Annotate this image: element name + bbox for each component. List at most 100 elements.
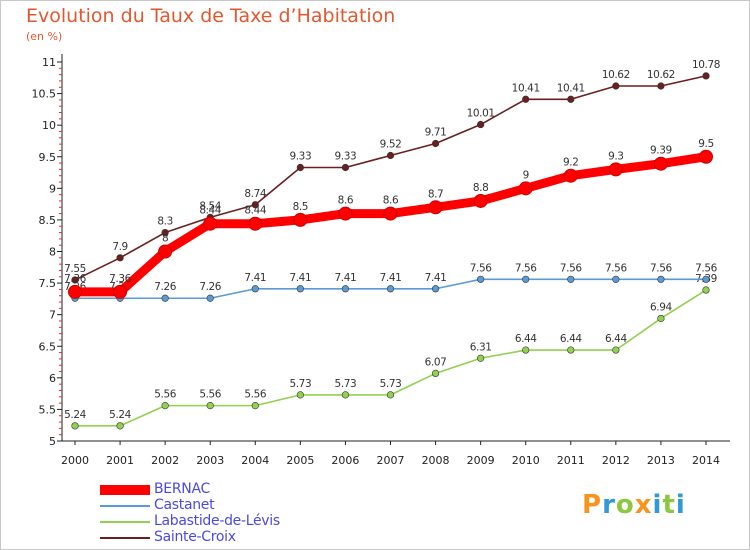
x-tick-label: 2007 xyxy=(377,454,405,467)
y-tick-label: 6.5 xyxy=(39,340,57,353)
data-point xyxy=(567,275,575,283)
y-tick-label: 8 xyxy=(49,246,56,259)
logo-letter: x xyxy=(634,490,653,520)
data-label: 5.73 xyxy=(335,378,357,390)
legend-swatch xyxy=(100,485,150,495)
logo-letter: t xyxy=(662,490,676,520)
data-point xyxy=(296,285,304,293)
x-tick-label: 2006 xyxy=(331,454,359,467)
data-label: 10.01 xyxy=(467,108,495,120)
data-point xyxy=(296,163,304,172)
data-point xyxy=(341,391,350,399)
legend-swatch xyxy=(100,521,150,523)
data-label: 9.52 xyxy=(380,138,402,150)
data-point xyxy=(657,314,665,323)
data-label: 10.41 xyxy=(557,82,585,94)
data-label: 7.41 xyxy=(380,272,402,284)
data-label: 5.73 xyxy=(380,378,402,390)
data-point xyxy=(203,216,218,231)
y-tick-label: 7 xyxy=(49,309,56,322)
data-label: 6.44 xyxy=(515,333,537,345)
legend: BERNAC Castanet Labastide-de-Lévis Sainte-C… xyxy=(100,481,360,546)
data-label: 7.41 xyxy=(244,272,266,284)
legend-label: Castanet xyxy=(154,497,215,513)
data-point xyxy=(431,369,440,378)
legend-label: Labastide-de-Lévis xyxy=(154,513,280,529)
x-tick-label: 2013 xyxy=(647,454,675,467)
data-point xyxy=(386,391,395,399)
series-line-labastide-de-l-vis xyxy=(74,289,707,427)
x-tick-label: 2011 xyxy=(557,454,585,467)
y-tick-label: 6 xyxy=(49,372,56,385)
data-point xyxy=(248,216,263,231)
chart-title: Evolution du Taux de Taxe d’Habitation xyxy=(26,5,396,27)
data-label: 8 xyxy=(162,233,168,245)
data-point xyxy=(116,422,124,430)
data-label: 8.5 xyxy=(293,201,309,213)
x-tick-label: 2008 xyxy=(422,454,450,467)
logo-letter: i xyxy=(675,490,686,520)
y-tick-label: 5 xyxy=(49,435,56,448)
data-label: 7.56 xyxy=(470,262,492,274)
data-label: 8.54 xyxy=(199,200,221,212)
legend-swatch xyxy=(100,537,150,539)
data-label: 9.33 xyxy=(335,150,357,162)
data-point xyxy=(522,275,530,283)
data-point xyxy=(477,120,485,129)
x-tick-label: 2004 xyxy=(241,454,269,467)
x-tick-label: 2001 xyxy=(106,454,134,467)
data-label: 10.41 xyxy=(512,82,540,94)
data-label: 7.56 xyxy=(650,262,672,274)
data-point xyxy=(431,139,440,148)
legend-label: BERNAC xyxy=(154,481,210,497)
data-point xyxy=(68,284,82,299)
data-point xyxy=(653,156,668,171)
logo-letter: P xyxy=(582,490,603,520)
data-point xyxy=(473,193,488,208)
y-tick-label: 5.5 xyxy=(39,403,57,416)
data-label: 5.24 xyxy=(109,409,131,421)
data-label: 9.33 xyxy=(289,150,311,162)
data-point xyxy=(563,168,578,183)
y-tick-label: 7.5 xyxy=(39,277,57,290)
data-label: 8.8 xyxy=(473,182,489,194)
data-point xyxy=(477,354,485,362)
data-label: 5.56 xyxy=(154,389,176,401)
x-tick-label: 2014 xyxy=(692,454,720,467)
data-point xyxy=(71,276,79,284)
y-tick-label: 8.5 xyxy=(39,214,57,227)
data-label: 7.56 xyxy=(695,262,717,274)
data-label: 6.07 xyxy=(425,356,447,368)
data-point xyxy=(206,402,214,410)
data-point xyxy=(251,201,259,209)
data-point xyxy=(251,402,259,410)
legend-item: Labastide-de-Lévis xyxy=(100,513,360,530)
y-tick-label: 10 xyxy=(42,119,56,132)
data-label: 9.39 xyxy=(650,145,672,157)
y-tick-label: 9 xyxy=(49,182,56,195)
legend-item: Castanet xyxy=(100,497,360,514)
logo-letter: r xyxy=(602,490,616,520)
data-point xyxy=(383,206,398,221)
x-tick-label: 2009 xyxy=(467,454,495,467)
data-point xyxy=(293,212,308,227)
data-label: 7.55 xyxy=(64,263,86,275)
data-point xyxy=(522,346,530,354)
data-label: 7.56 xyxy=(605,262,627,274)
data-label: 5.73 xyxy=(289,378,311,390)
data-point xyxy=(386,285,395,293)
data-point xyxy=(702,72,710,80)
x-tick-label: 2000 xyxy=(61,454,89,467)
data-label: 8.44 xyxy=(199,205,221,217)
data-point xyxy=(161,402,169,410)
data-label: 6.94 xyxy=(650,301,672,313)
data-label: 7.26 xyxy=(199,281,221,293)
data-label: 7.26 xyxy=(154,281,176,293)
legend-label: Sainte-Croix xyxy=(154,529,236,545)
data-label: 8.6 xyxy=(383,195,399,207)
data-point xyxy=(161,294,169,302)
data-point xyxy=(657,275,665,283)
y-tick-label: 11 xyxy=(42,56,56,69)
data-label: 7.41 xyxy=(425,272,447,284)
